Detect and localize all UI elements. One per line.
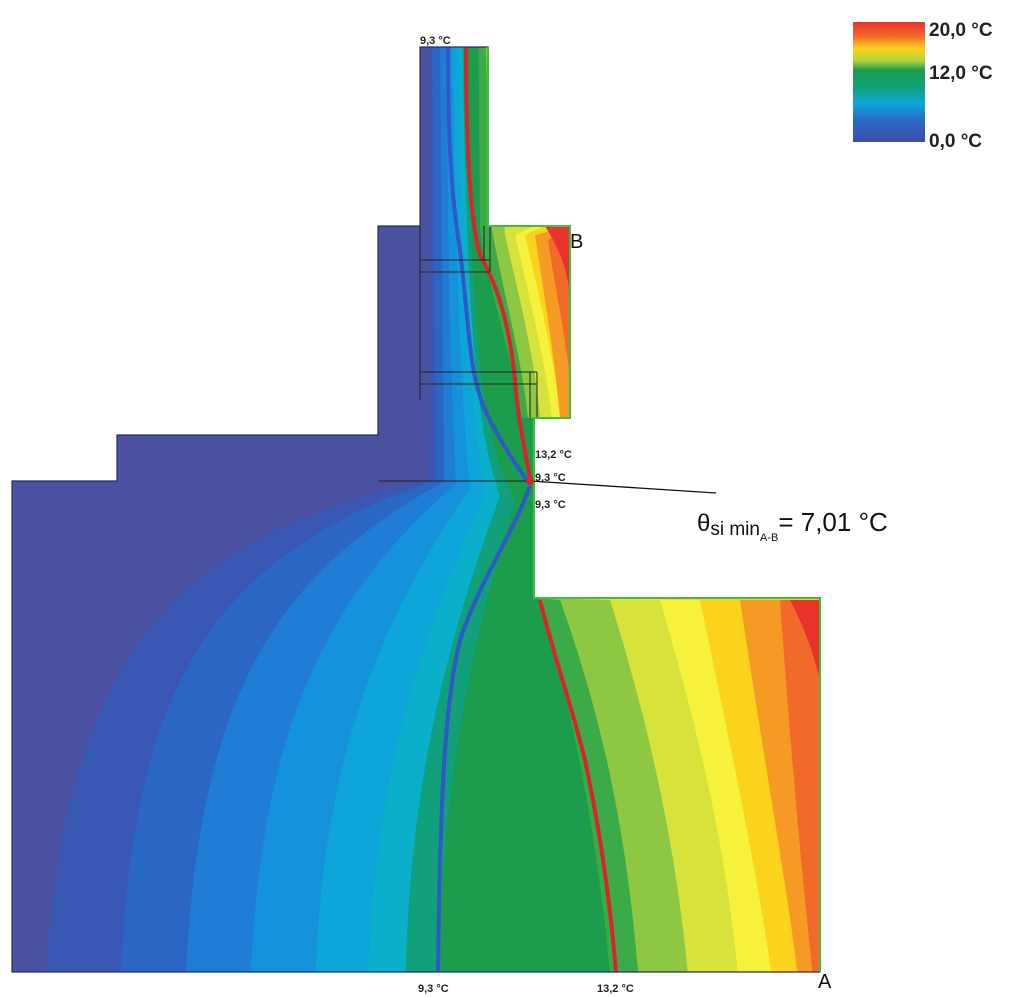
min-temp-value: = 7,01 °C [778, 507, 887, 537]
min-temp-pointer [529, 480, 717, 494]
label-top-temp: 9,3 °C [420, 35, 451, 47]
legend-max-label: 20,0 °C [929, 20, 993, 41]
label-corner-upper: 13,2 °C [535, 449, 572, 461]
label-bottom-right-temp: 13,2 °C [597, 983, 634, 995]
legend-color-bar [853, 22, 925, 142]
subscript-ab: A-B [760, 532, 778, 544]
label-corner-lower: 9,3 °C [535, 499, 566, 511]
isotherm-red-upper [464, 46, 532, 479]
point-b-label: B [570, 231, 583, 253]
point-a-label: A [818, 971, 832, 993]
label-corner-mid: 9,3 °C [535, 472, 566, 484]
interior-surface-edge [487, 47, 821, 972]
isotherm-blue-upper [446, 46, 530, 484]
min-temp-annotation: θsi minA-B= 7,01 °C [697, 507, 888, 544]
isotherm-red-lower [538, 599, 618, 973]
band-15 [548, 226, 820, 972]
min-temp-point [526, 477, 534, 485]
legend-mid-label: 12,0 °C [929, 63, 993, 84]
subscript-si-min: si min [710, 519, 760, 540]
label-bottom-left-temp: 9,3 °C [418, 983, 449, 995]
isotherm-blue-lower [436, 485, 532, 973]
theta-symbol: θ [697, 510, 710, 537]
legend-min-label: 0,0 °C [929, 131, 982, 152]
temperature-legend: 20,0 °C 12,0 °C 0,0 °C [853, 20, 993, 152]
